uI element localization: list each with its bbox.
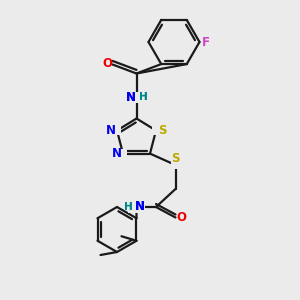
Text: N: N <box>105 124 116 137</box>
FancyBboxPatch shape <box>128 201 145 213</box>
Text: S: S <box>158 124 167 137</box>
Text: N: N <box>126 91 136 104</box>
FancyBboxPatch shape <box>119 149 127 158</box>
Text: H: H <box>139 92 148 103</box>
Text: N: N <box>135 200 145 214</box>
FancyBboxPatch shape <box>128 92 145 103</box>
Text: H: H <box>124 202 133 212</box>
Text: S: S <box>171 152 180 165</box>
Text: O: O <box>176 211 187 224</box>
Text: N: N <box>135 200 145 214</box>
Text: H: H <box>139 92 148 103</box>
FancyBboxPatch shape <box>152 126 160 135</box>
Text: N: N <box>111 147 122 160</box>
Text: H: H <box>124 202 133 212</box>
Text: N: N <box>126 91 136 104</box>
FancyBboxPatch shape <box>171 161 180 169</box>
FancyBboxPatch shape <box>128 201 145 213</box>
Text: F: F <box>202 35 210 49</box>
FancyBboxPatch shape <box>113 126 121 135</box>
FancyBboxPatch shape <box>129 92 144 103</box>
Text: O: O <box>102 57 112 70</box>
